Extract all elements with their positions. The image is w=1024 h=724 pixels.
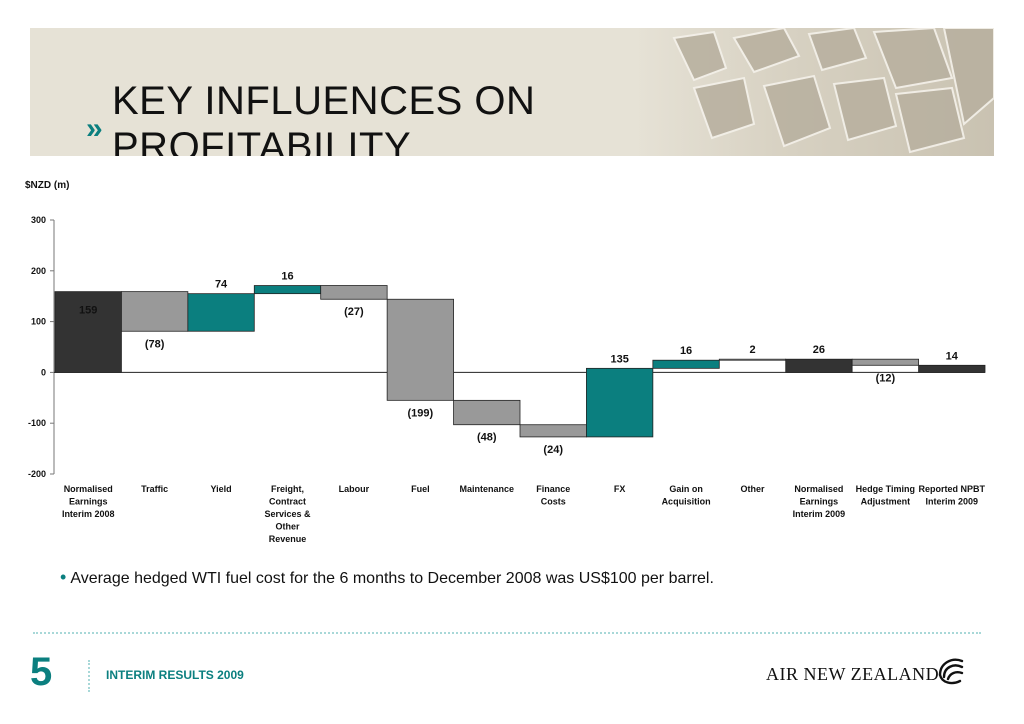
category-label: Yield	[210, 484, 231, 494]
data-label: 14	[946, 350, 959, 362]
waterfall-bar	[586, 367, 654, 438]
waterfall-bar	[652, 359, 720, 369]
waterfall-bar	[54, 291, 122, 373]
category-label: Traffic	[141, 484, 168, 494]
data-label: (24)	[543, 444, 563, 456]
category-label: Revenue	[269, 534, 307, 544]
y-tick-label: 300	[31, 215, 46, 225]
data-label: (78)	[145, 338, 165, 350]
data-label: 2	[749, 344, 755, 356]
y-tick-label: 200	[31, 266, 46, 276]
waterfall-bar	[785, 358, 853, 373]
category-label: Contract	[269, 497, 306, 507]
data-label: (27)	[344, 306, 364, 318]
category-label: Fuel	[411, 484, 430, 494]
data-label: 159	[79, 305, 97, 317]
waterfall-bar	[519, 424, 587, 438]
footer-divider	[33, 632, 981, 634]
category-label: Services &	[264, 509, 311, 519]
koru-logo-icon	[938, 658, 964, 685]
category-label: Finance	[536, 484, 570, 494]
category-label: Earnings	[69, 497, 108, 507]
data-label: 16	[680, 345, 692, 357]
bullet-point: • Average hedged WTI fuel cost for the 6 …	[60, 567, 714, 588]
bullet-text: Average hedged WTI fuel cost for the 6 m…	[70, 570, 714, 587]
page-number: 5	[30, 650, 53, 694]
waterfall-chart: 300 200 100 0 -100 -200 159 (78) 74 16 (27) (199) (…	[28, 215, 986, 544]
sculpture-letters-image	[634, 28, 994, 156]
category-label: Normalised	[794, 484, 843, 494]
waterfall-bar	[320, 285, 388, 300]
footer-separator	[88, 660, 90, 692]
category-label: Adjustment	[861, 497, 911, 507]
data-label: 135	[610, 353, 628, 365]
category-label: Interim 2008	[62, 509, 115, 519]
category-label: Interim 2009	[793, 509, 846, 519]
category-label: Labour	[339, 484, 370, 494]
data-label: (199)	[408, 407, 434, 419]
category-label: Reported NPBT	[919, 484, 986, 494]
waterfall-bar	[718, 358, 787, 361]
page-title: KEY INFLUENCES ON PROFITABILITY	[112, 78, 632, 156]
category-label: Earnings	[800, 497, 839, 507]
chart-unit-label: $NZD (m)	[25, 180, 70, 191]
header-banner: » KEY INFLUENCES ON PROFITABILITY	[30, 28, 994, 156]
category-label: Other	[740, 484, 765, 494]
data-label: 74	[215, 279, 228, 291]
category-label: Normalised	[64, 484, 113, 494]
category-label: Costs	[541, 497, 566, 507]
waterfall-bar	[453, 399, 521, 426]
category-label: Acquisition	[662, 497, 711, 507]
waterfall-bar	[253, 285, 322, 295]
y-tick-label: 0	[41, 367, 46, 377]
footer-title: INTERIM RESULTS 2009	[106, 668, 244, 682]
data-label: (48)	[477, 432, 497, 444]
waterfall-bar	[851, 358, 919, 366]
category-label: Maintenance	[460, 484, 515, 494]
waterfall-bar	[121, 291, 189, 332]
waterfall-bar	[187, 293, 255, 332]
waterfall-bar	[918, 364, 986, 373]
category-label: Other	[275, 522, 300, 532]
waterfall-bar	[386, 298, 454, 401]
category-label: FX	[614, 484, 626, 494]
category-label: Freight,	[271, 484, 304, 494]
data-label: 16	[281, 271, 293, 283]
title-line-1: KEY INFLUENCES ON	[112, 79, 536, 123]
y-tick-label: -200	[28, 469, 46, 479]
chevron-icon: »	[86, 112, 103, 145]
category-label: Interim 2009	[926, 497, 979, 507]
y-tick-label: -100	[28, 418, 46, 428]
category-label: Gain on	[669, 484, 703, 494]
title-line-2: PROFITABILITY	[112, 125, 412, 156]
category-label: Hedge Timing	[856, 484, 915, 494]
data-label: (12)	[876, 372, 896, 384]
data-label: 26	[813, 344, 825, 356]
brand-name: AIR NEW ZEALAND	[766, 664, 940, 684]
y-tick-label: 100	[31, 317, 46, 327]
bullet-dot-icon: •	[60, 567, 67, 587]
